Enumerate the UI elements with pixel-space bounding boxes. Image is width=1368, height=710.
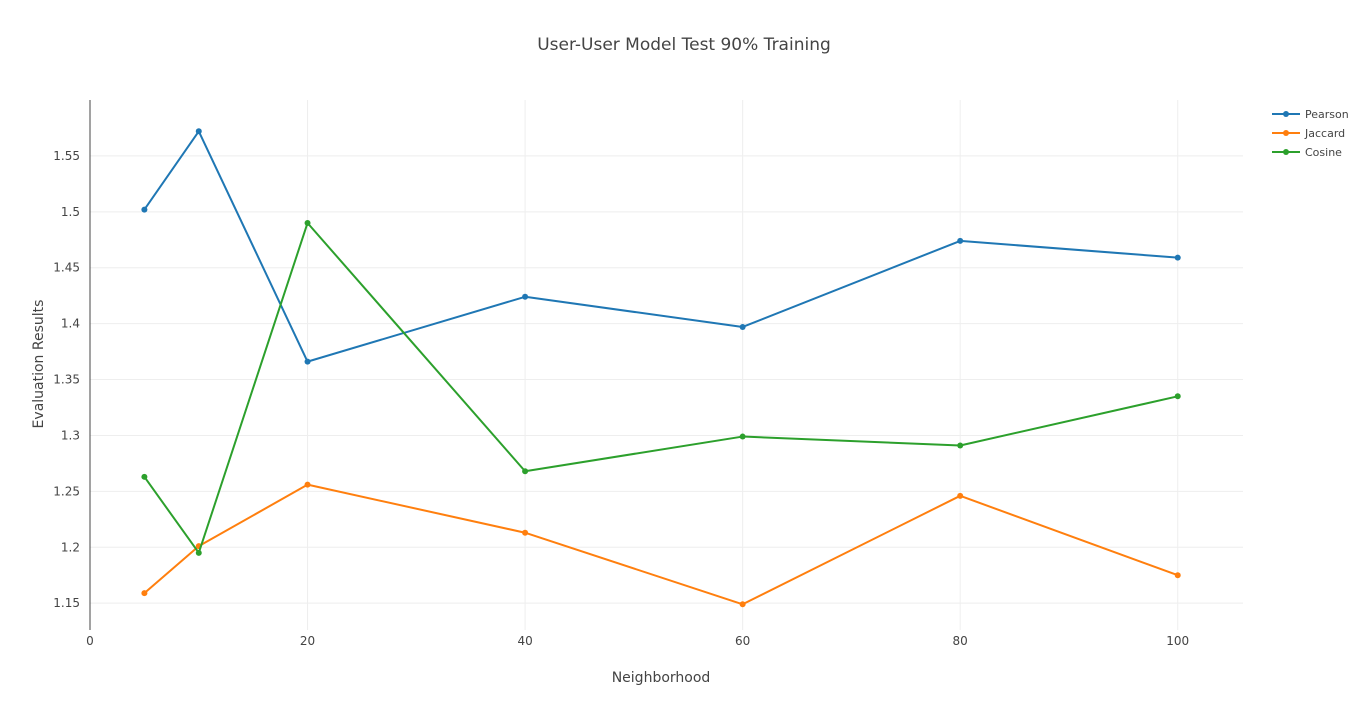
x-tick-label: 20 — [300, 634, 315, 648]
series-jaccard — [141, 481, 1181, 608]
x-tick-label: 60 — [735, 634, 750, 648]
data-point-cosine — [957, 442, 964, 449]
data-point-cosine — [522, 468, 529, 475]
data-point-pearson — [304, 358, 311, 365]
legend-label: Jaccard — [1304, 127, 1345, 140]
data-point-pearson — [141, 206, 148, 213]
legend-item-pearson: Pearson — [1272, 108, 1349, 121]
legend-swatch-marker — [1283, 130, 1289, 136]
series-group — [141, 128, 1181, 608]
data-point-jaccard — [304, 481, 311, 488]
x-tick-label: 0 — [86, 634, 94, 648]
legend-item-cosine: Cosine — [1272, 146, 1342, 159]
axes: 0 20 40 60 80 100 1.15 1.2 1.25 1.3 1.35 1.4 1.45 1.5… — [53, 100, 1189, 648]
y-tick-label: 1.25 — [53, 484, 80, 498]
data-point-pearson — [195, 128, 202, 135]
series-pearson — [141, 128, 1181, 365]
data-point-cosine — [1174, 393, 1181, 400]
series-line-cosine — [143, 221, 1178, 554]
legend-label: Cosine — [1305, 146, 1342, 159]
legend-swatch-marker — [1283, 149, 1289, 155]
x-axis-title: Neighborhood — [612, 670, 711, 686]
data-point-jaccard — [522, 529, 529, 536]
y-tick-label: 1.15 — [53, 596, 80, 610]
y-tick-label: 1.2 — [61, 540, 80, 554]
y-tick-label: 1.35 — [53, 373, 80, 387]
legend-item-jaccard: Jaccard — [1272, 127, 1345, 140]
series-cosine — [141, 219, 1181, 556]
data-point-pearson — [957, 237, 964, 244]
series-line-jaccard — [143, 483, 1179, 606]
data-point-jaccard — [957, 492, 964, 499]
chart-title: User-User Model Test 90% Training — [537, 35, 831, 55]
y-tick-label: 1.5 — [61, 205, 80, 219]
y-tick-label: 1.45 — [53, 261, 80, 275]
data-point-jaccard — [1174, 572, 1181, 579]
data-point-cosine — [739, 433, 746, 440]
x-tick-label: 80 — [953, 634, 968, 648]
data-point-pearson — [1174, 254, 1181, 261]
legend-swatch-marker — [1283, 111, 1289, 117]
y-tick-label: 1.3 — [61, 428, 80, 442]
data-point-jaccard — [141, 590, 148, 597]
data-point-jaccard — [739, 601, 746, 608]
data-point-pearson — [522, 293, 529, 300]
gridlines — [90, 100, 1243, 630]
data-point-cosine — [195, 549, 202, 556]
legend-label: Pearson — [1305, 108, 1349, 121]
legend: Pearson Jaccard Cosine — [1272, 108, 1349, 159]
y-axis-title: Evaluation Results — [31, 300, 47, 429]
data-point-cosine — [141, 473, 148, 480]
data-point-cosine — [304, 219, 311, 226]
x-tick-label: 100 — [1166, 634, 1189, 648]
data-point-pearson — [739, 323, 746, 330]
y-tick-label: 1.55 — [53, 149, 80, 163]
x-tick-label: 40 — [517, 634, 532, 648]
y-tick-label: 1.4 — [61, 317, 80, 331]
